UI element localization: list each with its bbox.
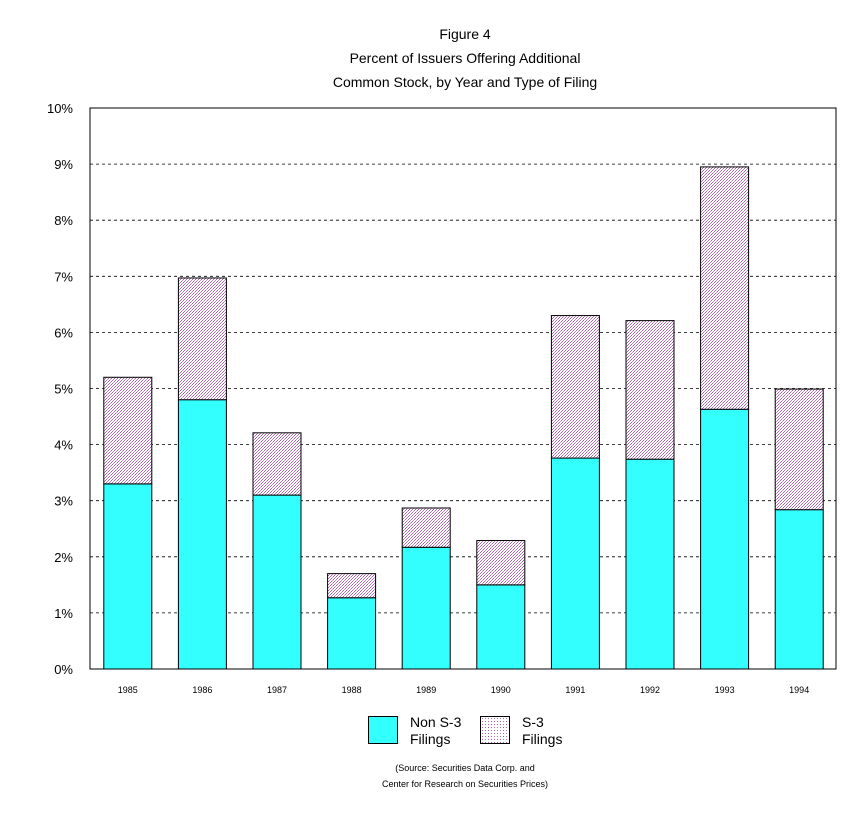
title-line-1: Figure 4 <box>439 26 491 42</box>
x-tick-label: 1994 <box>789 685 809 695</box>
y-tick-label: 3% <box>54 494 73 509</box>
source-line-2: Center for Research on Securities Prices… <box>381 779 549 789</box>
x-tick-label: 1990 <box>491 685 511 695</box>
bar-non-s3 <box>625 458 675 670</box>
grid-lines <box>90 163 836 614</box>
bars <box>103 166 824 670</box>
y-tick-label: 1% <box>54 606 73 621</box>
source-line-1: (Source: Securities Data Corp. and <box>395 763 535 773</box>
legend-swatch-s3 <box>480 716 510 744</box>
legend-label-non-s3: Non S-3 Filings <box>410 714 462 747</box>
bar-non-s3 <box>177 399 227 670</box>
y-tick-label: 2% <box>54 550 73 565</box>
x-tick-label: 1989 <box>416 685 436 695</box>
x-axis-ticks: 1985 1986 1987 1988 1989 1990 1991 1992 1993 1994 <box>118 685 809 695</box>
y-tick-label: 0% <box>54 662 73 677</box>
bar-s3 <box>327 573 377 599</box>
y-tick-label: 9% <box>54 157 73 172</box>
chart-title: Figure 4 Percent of Issuers Offering Add… <box>0 22 853 94</box>
y-tick-label: 4% <box>54 438 73 453</box>
x-tick-label: 1987 <box>267 685 287 695</box>
title-line-3: Common Stock, by Year and Type of Filing <box>332 74 598 90</box>
x-tick-label: 1991 <box>565 685 585 695</box>
bar-s3 <box>401 507 451 548</box>
bar-s3 <box>476 540 526 586</box>
x-tick-label: 1986 <box>192 685 212 695</box>
bar-s3 <box>774 388 824 511</box>
x-tick-label: 1993 <box>715 685 735 695</box>
bar-s3 <box>177 277 227 401</box>
bar-non-s3 <box>700 408 750 670</box>
legend-label-s3: S-3 Filings <box>522 714 563 747</box>
bar-s3 <box>700 166 750 410</box>
y-tick-label: 8% <box>54 213 73 228</box>
bar-non-s3 <box>327 597 377 670</box>
bar-non-s3 <box>103 483 153 670</box>
plot-area-frame <box>89 107 837 670</box>
x-tick-label: 1988 <box>342 685 362 695</box>
y-tick-label: 6% <box>54 325 73 340</box>
legend-swatch-non-s3 <box>368 716 398 744</box>
title-line-2: Percent of Issuers Offering Additional <box>349 50 581 66</box>
bar-s3 <box>103 376 153 485</box>
bar-non-s3 <box>252 494 302 670</box>
bar-s3 <box>550 315 600 459</box>
bar-s3 <box>625 320 675 460</box>
y-axis-ticks: 0% 1% 2% 3% 4% 5% 6% 7% 8% 9% 10% <box>47 101 73 677</box>
y-tick-label: 10% <box>47 101 73 116</box>
source-note: (Source: Securities Data Corp. and Cente… <box>0 760 853 792</box>
x-tick-label: 1985 <box>118 685 138 695</box>
bar-non-s3 <box>550 457 600 670</box>
bar-non-s3 <box>401 546 451 670</box>
y-tick-label: 5% <box>54 382 73 397</box>
y-tick-label: 7% <box>54 269 73 284</box>
bar-s3 <box>252 432 302 496</box>
bar-non-s3 <box>476 584 526 670</box>
bar-non-s3 <box>774 509 824 670</box>
x-tick-label: 1992 <box>640 685 660 695</box>
